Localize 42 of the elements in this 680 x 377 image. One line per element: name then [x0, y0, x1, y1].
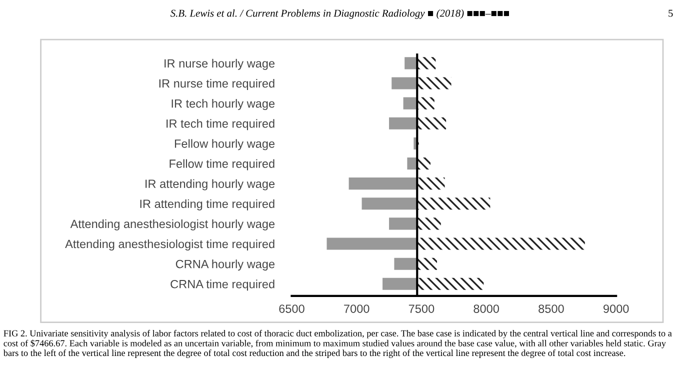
bar	[404, 57, 418, 70]
y-tick-label: IR nurse time required	[159, 78, 274, 90]
y-tick-label: IR attending time required	[140, 199, 274, 210]
bar	[417, 278, 484, 290]
y-tick-label: Attending anesthesiologist time required	[65, 239, 274, 250]
y-tick-label: Fellow hourly wage	[174, 139, 275, 150]
bar	[403, 97, 418, 110]
x-tick-label: 7500	[408, 304, 434, 313]
x-tick-label: 8000	[474, 304, 500, 313]
bar	[392, 77, 418, 90]
bar	[417, 238, 585, 250]
y-tick-label: IR tech hourly wage	[172, 99, 275, 110]
text: S.B. Lewis et al. / Current Problems in Diagnostic Radiology ■ (2018) ■■■–■■■	[170, 9, 509, 19]
bar	[389, 218, 418, 230]
bar	[348, 178, 418, 190]
bar	[394, 258, 418, 270]
bar	[382, 278, 418, 290]
x-tick-label: 6500	[279, 304, 304, 313]
bar	[417, 57, 436, 70]
bar	[326, 238, 418, 250]
bar	[417, 77, 452, 90]
bar	[417, 157, 431, 170]
y-tick-label: CRNA hourly wage	[176, 260, 275, 271]
y-tick-label: CRNA time required	[170, 280, 274, 291]
bar	[417, 97, 434, 110]
x-tick-label: 8500	[538, 304, 564, 313]
bar	[362, 198, 418, 210]
y-tick-label: IR tech time required	[166, 119, 274, 130]
text: 5	[668, 10, 673, 17]
x-tick-label: 9000	[604, 304, 629, 313]
y-tick-label: IR nurse hourly wage	[164, 58, 275, 70]
y-tick-label: Attending anesthesiologist hourly wage	[70, 219, 275, 230]
bar	[417, 178, 445, 190]
y-tick-label: IR attending hourly wage	[146, 179, 275, 190]
y-tick-label: Fellow time required	[170, 159, 274, 170]
bar	[417, 258, 437, 270]
x-tick-label: 7000	[344, 304, 370, 313]
caption: FIG 2. Univariate sensitivity analysis of labor factors related to cost of thoracic duct embolization, per case. The base case is indicated by the central vertical line and corresponds to a cost of $7466.67. Each variable is modeled as an uncertain variable, from minimum to maximum studied values around the base case value, with all other variables held static. Gray bars to the left of the vertical line represent the degree of total cost reduction and the striped bars to the right of the vertical line represent the degree of total cost increase.	[3, 330, 672, 358]
bar	[417, 117, 446, 130]
bar	[417, 218, 441, 230]
bar	[417, 198, 490, 210]
bar	[389, 117, 418, 130]
